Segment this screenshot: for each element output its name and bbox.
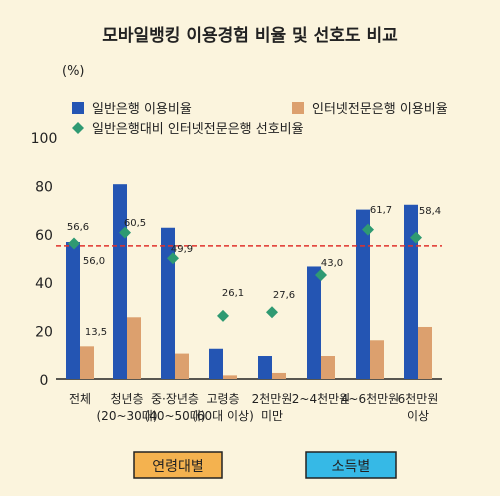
legend-label-preference: 일반은행대비 인터넷전문은행 선호비율 <box>92 121 304 137</box>
group-label: 소득별 <box>332 459 371 475</box>
x-tick-label: 4~6천만원 <box>341 391 399 406</box>
bar-internet-usage <box>321 356 335 379</box>
y-tick-label: 40 <box>35 276 53 292</box>
x-tick-label: 미만 <box>261 409 283 423</box>
legend-marker-preference <box>72 122 84 134</box>
x-tick-label: (20~30대) <box>97 409 158 423</box>
bar-internet-usage <box>272 372 286 379</box>
bar-internet-usage <box>223 375 237 379</box>
y-axis-unit: (%) <box>62 64 85 79</box>
group-box <box>305 451 397 479</box>
marker-preference <box>266 306 278 319</box>
bar-bank-usage <box>161 227 175 379</box>
data-label-preference: 27,6 <box>273 290 295 301</box>
marker-preference <box>362 223 374 236</box>
group-box <box>133 451 223 479</box>
bar-bank-usage <box>404 204 418 379</box>
x-tick-label: 2천만원 <box>252 391 293 406</box>
marker-preference <box>167 252 179 265</box>
bar-internet-usage <box>418 326 432 379</box>
y-axis: 0 20 40 60 80 100 <box>31 131 58 389</box>
data-label-internet: 13,5 <box>85 327 107 338</box>
marker-preference <box>68 237 80 250</box>
marker-preference <box>217 309 229 322</box>
y-tick-label: 100 <box>31 131 58 147</box>
marker-preference <box>119 226 131 239</box>
data-label-preference: 43,0 <box>321 258 343 269</box>
marker-preference <box>315 268 327 281</box>
legend-swatch-bank <box>72 102 84 114</box>
x-axis: 전체 청년층 (20~30대) 중·장년층 (40~50대)고령층 (60대 이상) 2천만… <box>69 391 438 423</box>
x-tick-label: 이상 <box>407 409 429 423</box>
y-tick-label: 60 <box>35 228 53 244</box>
x-tick-label: 청년층 <box>110 392 143 406</box>
data-label-preference: 56,0 <box>83 256 105 267</box>
y-tick-label: 80 <box>35 179 53 195</box>
x-tick-label: 전체 <box>69 392 91 406</box>
bar-bank-usage <box>307 266 321 379</box>
x-tick-label: 6천만원 <box>398 391 439 406</box>
bar-bank-usage <box>356 209 370 379</box>
data-label-preference: 60,5 <box>124 218 146 229</box>
legend-label-bank: 일반은행 이용비율 <box>92 101 192 117</box>
x-tick-label: 고령층 <box>206 392 239 406</box>
bar-bank-usage <box>258 356 272 379</box>
bar-internet-usage <box>127 317 141 379</box>
data-label-bank: 56,6 <box>67 222 89 233</box>
data-label-preference: 58,4 <box>419 206 441 217</box>
plot-area: 56,0 60,5 49,9 26,1 27,6 43,0 61,7 58,4 56,6 13,5 <box>56 184 442 380</box>
data-label-preference: 49,9 <box>171 244 193 255</box>
y-tick-label: 0 <box>40 373 49 389</box>
bar-bank-usage <box>66 242 80 379</box>
legend-label-internet: 인터넷전문은행 이용비율 <box>312 101 448 117</box>
data-label-preference: 61,7 <box>370 205 392 216</box>
data-label-preference: 26,1 <box>222 288 244 299</box>
bar-internet-usage <box>175 353 189 379</box>
x-tick-label: 중·장년층 <box>151 392 199 406</box>
bar-bank-usage <box>209 348 223 379</box>
x-tick-label: (40~50대) <box>145 409 206 423</box>
legend-swatch-internet <box>292 102 304 114</box>
x-tick-label: 2~4천만원 <box>292 391 350 406</box>
x-tick-label: (60대 이상) <box>192 409 254 423</box>
marker-preference <box>410 231 422 244</box>
bar-internet-usage <box>80 346 94 379</box>
group-labels: 연령대별 소득별 <box>133 451 397 479</box>
group-label: 연령대별 <box>152 459 204 475</box>
chart-title: 모바일뱅킹 이용경험 비율 및 선호도 비교 <box>102 25 398 46</box>
bar-bank-usage <box>113 184 127 379</box>
bar-internet-usage <box>370 340 384 379</box>
y-tick-label: 20 <box>35 325 53 341</box>
